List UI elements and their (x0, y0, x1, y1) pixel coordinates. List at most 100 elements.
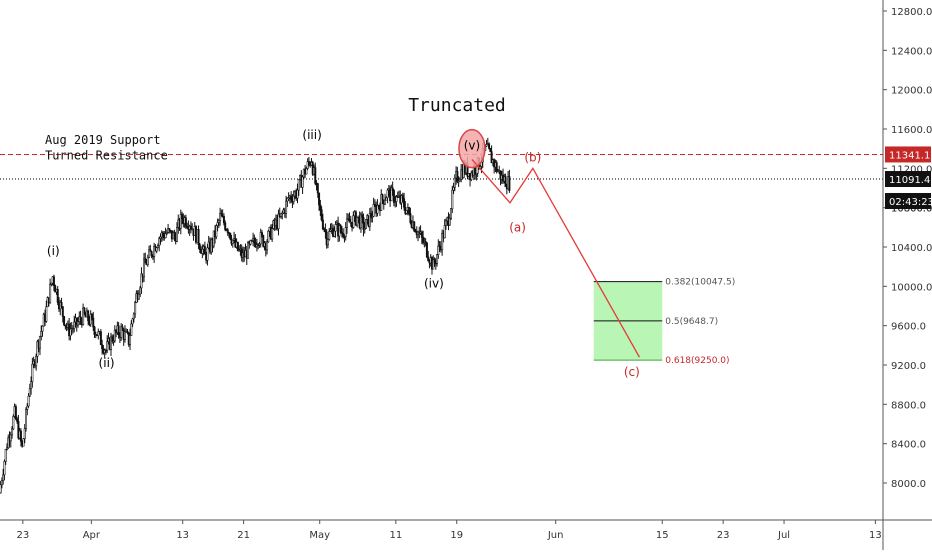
candle-body (60, 301, 63, 307)
candle-body (448, 217, 451, 226)
x-tick-label: Apr (83, 530, 101, 541)
candle-body (422, 236, 425, 243)
candle-body (381, 194, 384, 201)
candle-body (45, 306, 48, 322)
x-tick-label: 19 (450, 530, 463, 541)
y-tick-label: 12400.0 (891, 46, 932, 57)
candle-body (87, 310, 90, 322)
candle-body (149, 249, 152, 252)
candle-body (162, 232, 165, 236)
candle-body (385, 197, 388, 201)
candle-body (376, 204, 379, 214)
candle-body (231, 239, 234, 244)
candle-body (253, 237, 256, 243)
x-tick-label: May (309, 530, 330, 541)
candle-body (92, 317, 95, 328)
candle-body (427, 256, 430, 261)
candle-body (121, 326, 124, 331)
candle-body (409, 213, 412, 223)
candle-body (73, 321, 76, 329)
y-tick-label: 11600.0 (891, 125, 932, 136)
x-tick-label: 15 (656, 530, 669, 541)
candle-body (433, 259, 436, 264)
candle-body (413, 221, 416, 232)
candle-body (181, 214, 184, 220)
candle-body (101, 344, 104, 350)
candle-body (305, 168, 308, 175)
candle-body (453, 177, 456, 188)
y-tick-label: 9600.0 (891, 322, 926, 333)
candle-body (450, 208, 453, 219)
candle-body (490, 151, 493, 164)
candle-body (345, 218, 348, 228)
candle-body (144, 258, 147, 264)
candle-body (104, 349, 107, 352)
candle-body (414, 230, 417, 233)
candle-body (2, 474, 5, 481)
candle-body (444, 220, 447, 226)
fib-level-label: 0.382(10047.5) (665, 278, 735, 288)
candle-body (266, 241, 269, 251)
candle-body (129, 335, 132, 345)
candle-body (297, 179, 300, 191)
candle-body (432, 259, 435, 270)
candle-body (184, 217, 187, 227)
candle-body (372, 204, 375, 217)
candle-body (420, 231, 423, 238)
candle-body (26, 405, 29, 410)
candle-body (9, 434, 12, 442)
candle-body (271, 228, 274, 240)
countdown-tag-text: 02:43:23 (889, 197, 932, 208)
candle-body (401, 195, 404, 199)
candle-body (475, 172, 478, 175)
candle-body (384, 199, 387, 205)
candle-body (400, 195, 403, 204)
candle-body (405, 210, 408, 214)
candle-body (16, 418, 19, 422)
candle-body (392, 190, 395, 203)
candle-body (457, 180, 460, 183)
candle-body (0, 480, 3, 486)
candle-body (292, 195, 295, 202)
candle-body (323, 228, 326, 230)
candle-body (408, 207, 411, 214)
wave-v-highlight (458, 128, 486, 169)
candle-body (89, 314, 92, 325)
candle-body (495, 162, 498, 172)
wave-label: (i) (47, 244, 60, 258)
candle-body (3, 461, 6, 476)
candle-body (12, 416, 15, 430)
candle-body (340, 231, 343, 234)
candle-body (437, 245, 440, 255)
wave-label: (c) (624, 365, 640, 379)
candle-body (7, 437, 10, 449)
candle-body (112, 340, 115, 343)
candle-body (259, 232, 262, 245)
y-tick-label: 8000.0 (891, 479, 926, 490)
candle-body (334, 224, 337, 232)
candle-body (150, 251, 153, 257)
candle-body (63, 316, 66, 326)
candle-body (40, 330, 43, 337)
candle-body (25, 409, 28, 429)
candle-body (249, 240, 252, 245)
candle-body (394, 201, 397, 203)
candle-body (424, 241, 427, 244)
candle-body (260, 232, 263, 236)
candle-body (106, 341, 109, 351)
candle-body (485, 144, 488, 147)
candle-body (362, 217, 365, 230)
candle-body (27, 395, 30, 407)
candle-body (508, 176, 511, 191)
candle-body (201, 248, 204, 254)
candle-body (441, 232, 444, 251)
candle-body (281, 212, 284, 215)
candle-body (216, 222, 219, 226)
y-tick-label: 10800.0 (891, 204, 932, 215)
candle-body (373, 204, 376, 206)
candle-body (224, 222, 227, 230)
candle-body (90, 314, 93, 319)
candle-body (130, 323, 133, 336)
